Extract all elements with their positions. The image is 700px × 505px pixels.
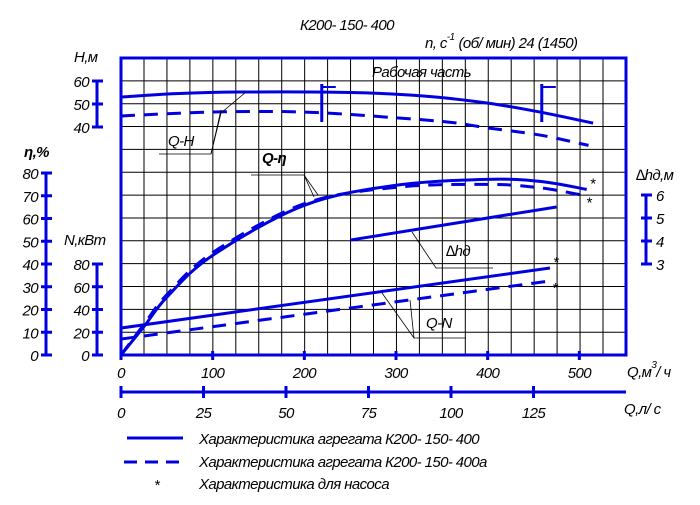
series-H-dashed xyxy=(120,109,589,147)
dh-tick-label: 4 xyxy=(656,234,664,251)
legend-star: * xyxy=(154,477,161,494)
x2-tick-label: 125 xyxy=(522,405,546,422)
x-tick-label: 0 xyxy=(117,365,126,382)
end-star: * xyxy=(586,194,593,211)
legend-label-star: Характеристика для насоса xyxy=(198,476,389,493)
series-dh-solid xyxy=(349,205,557,242)
N-tick-label: 60 xyxy=(74,280,91,297)
end-star: * xyxy=(590,175,597,192)
speed-label: n, с-1 (об/ мин) 24 (1450) xyxy=(425,32,578,52)
eta-tick-label: 10 xyxy=(23,325,40,342)
q-ls-axis-label: Q,л/ с xyxy=(624,401,662,418)
curve-label-qeta: Q-η xyxy=(262,150,286,167)
x2-tick-label: 50 xyxy=(278,405,295,422)
H-tick-label: 40 xyxy=(74,120,91,137)
working-zone-label: Рабочая часть xyxy=(372,64,472,81)
x2-tick-label: 0 xyxy=(117,405,126,422)
dh-axis-label: ∆hд,м xyxy=(636,167,674,184)
chart-title: К200- 150- 400 xyxy=(300,17,395,34)
plot-frame xyxy=(119,56,628,357)
curve-label-qn: Q-N xyxy=(426,315,452,332)
x-tick-label: 300 xyxy=(384,365,408,382)
x-tick-label: 100 xyxy=(201,365,225,382)
series-N-solid xyxy=(120,266,551,330)
N-tick-label: 80 xyxy=(74,257,91,274)
x-tick-label: 200 xyxy=(292,365,317,382)
N-tick-label: 0 xyxy=(81,348,90,365)
n-axis-label: N,кВт xyxy=(64,232,106,249)
h-axis-label: Н,м xyxy=(74,49,98,66)
eta-tick-label: 0 xyxy=(30,348,39,365)
dh-tick-label: 3 xyxy=(656,257,665,274)
H-tick-label: 50 xyxy=(74,97,91,114)
x-tick-label: 400 xyxy=(476,365,500,382)
x2-tick-label: 25 xyxy=(195,405,213,422)
x2-tick-label: 75 xyxy=(361,405,378,422)
series-eta-dashed xyxy=(119,182,584,356)
eta-tick-label: 70 xyxy=(23,189,40,206)
H-tick-label: 60 xyxy=(74,74,91,91)
q-m3h-axis-label: Q,м3/ ч xyxy=(627,360,671,381)
legend-label-solid: Характеристика агрегата К200- 150- 400 xyxy=(198,431,480,448)
legend: * Характеристика агрегата К200- 150- 400… xyxy=(124,431,488,494)
eta-tick-label: 40 xyxy=(23,257,40,274)
series-H-solid xyxy=(120,90,594,125)
eta-tick-label: 20 xyxy=(22,303,40,320)
dh-tick-label: 6 xyxy=(656,188,665,205)
eta-axis-label: η,% xyxy=(24,144,49,161)
eta-tick-label: 30 xyxy=(23,280,40,297)
eta-tick-label: 60 xyxy=(23,212,40,229)
N-tick-label: 40 xyxy=(74,303,91,320)
legend-label-dashed: Характеристика агрегата К200- 150- 400а xyxy=(198,454,487,471)
curves: * * * * xyxy=(119,84,597,356)
x-tick-label: 500 xyxy=(568,365,592,382)
eta-tick-label: 50 xyxy=(23,234,40,251)
eta-tick-label: 80 xyxy=(23,166,40,183)
dh-tick-label: 5 xyxy=(656,211,665,228)
curve-label-qh: Q-H xyxy=(168,133,194,150)
end-star: * xyxy=(552,280,559,297)
series-N-dashed xyxy=(120,279,550,341)
leader-lines xyxy=(159,91,493,339)
N-tick-label: 20 xyxy=(73,325,91,342)
x2-tick-label: 100 xyxy=(439,405,463,422)
curve-label-dh: ∆hд xyxy=(446,243,470,260)
end-star: * xyxy=(553,254,560,271)
